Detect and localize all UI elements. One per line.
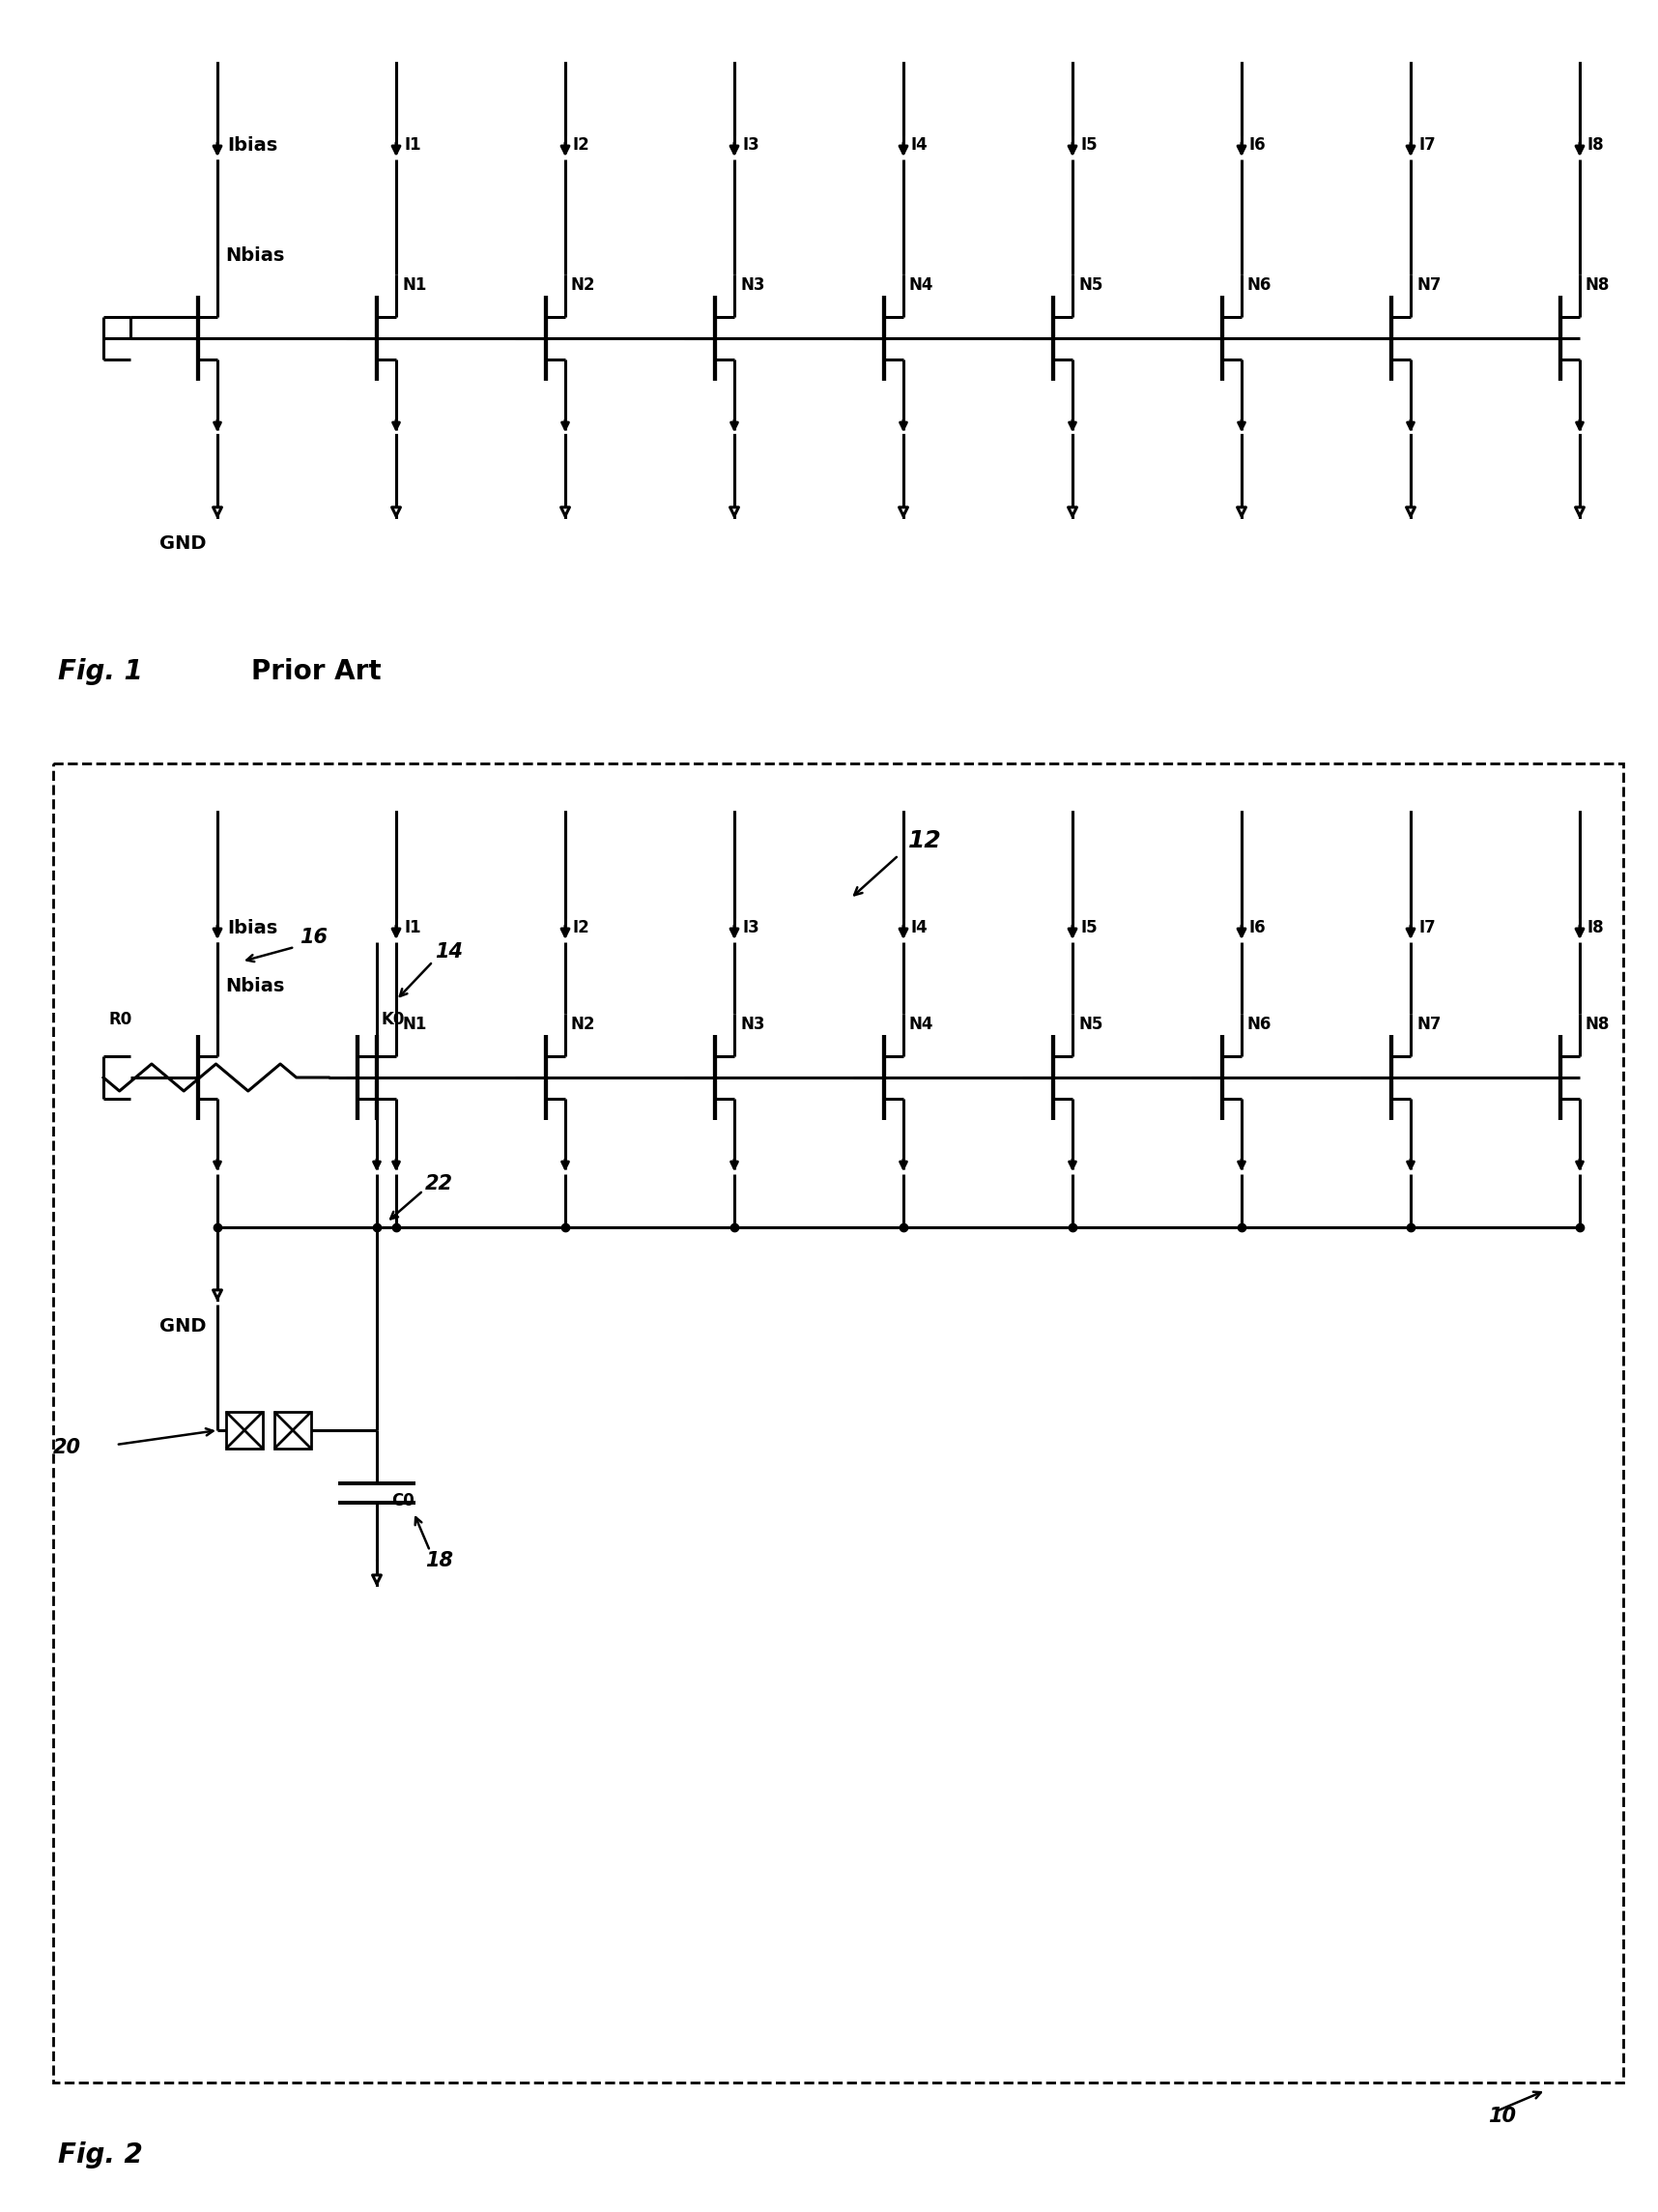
Text: I5: I5	[1081, 918, 1098, 936]
Text: Nbias: Nbias	[225, 248, 285, 265]
Bar	[225, 1411, 264, 1449]
Text: Nbias: Nbias	[225, 975, 285, 995]
Text: GND: GND	[159, 1316, 206, 1336]
Text: I5: I5	[1081, 137, 1098, 153]
Text: I7: I7	[1418, 918, 1436, 936]
Text: I6: I6	[1248, 918, 1267, 936]
Text: I8: I8	[1587, 918, 1605, 936]
Text: I1: I1	[405, 137, 421, 153]
Bar	[275, 1411, 312, 1449]
Text: N4: N4	[909, 1015, 933, 1033]
Text: I6: I6	[1248, 137, 1267, 153]
Text: 22: 22	[424, 1175, 453, 1194]
Text: I7: I7	[1418, 137, 1436, 153]
Text: I2: I2	[574, 137, 590, 153]
Text: I8: I8	[1587, 137, 1605, 153]
Text: 20: 20	[53, 1438, 81, 1458]
Text: I4: I4	[912, 918, 928, 936]
Text: N2: N2	[570, 276, 595, 294]
Text: N6: N6	[1247, 1015, 1272, 1033]
Text: N5: N5	[1078, 276, 1103, 294]
Text: I2: I2	[574, 918, 590, 936]
Bar	[53, 763, 1623, 2081]
Text: N8: N8	[1585, 276, 1610, 294]
Text: 18: 18	[424, 1551, 453, 1571]
Text: N7: N7	[1416, 276, 1441, 294]
Text: 12: 12	[909, 830, 942, 852]
Text: R0: R0	[108, 1011, 131, 1029]
Text: Ibias: Ibias	[227, 918, 277, 938]
Text: C0: C0	[391, 1493, 414, 1509]
Text: Prior Art: Prior Art	[252, 659, 381, 686]
Text: Fig. 2: Fig. 2	[58, 2141, 143, 2168]
Text: 14: 14	[434, 942, 463, 962]
Text: I4: I4	[912, 137, 928, 153]
Text: K0: K0	[381, 1011, 405, 1029]
Text: N8: N8	[1585, 1015, 1610, 1033]
Text: N2: N2	[570, 1015, 595, 1033]
Text: N4: N4	[909, 276, 933, 294]
Text: N7: N7	[1416, 1015, 1441, 1033]
Text: 16: 16	[300, 927, 328, 947]
Text: N3: N3	[739, 1015, 764, 1033]
Text: 10: 10	[1487, 2106, 1515, 2126]
Text: Ibias: Ibias	[227, 135, 277, 155]
Text: N5: N5	[1078, 1015, 1103, 1033]
Text: GND: GND	[159, 533, 206, 553]
Text: I3: I3	[743, 918, 759, 936]
Text: N1: N1	[401, 276, 426, 294]
Text: I1: I1	[405, 918, 421, 936]
Text: N6: N6	[1247, 276, 1272, 294]
Text: I3: I3	[743, 137, 759, 153]
Text: N3: N3	[739, 276, 764, 294]
Text: Fig. 1: Fig. 1	[58, 659, 143, 686]
Text: N1: N1	[401, 1015, 426, 1033]
